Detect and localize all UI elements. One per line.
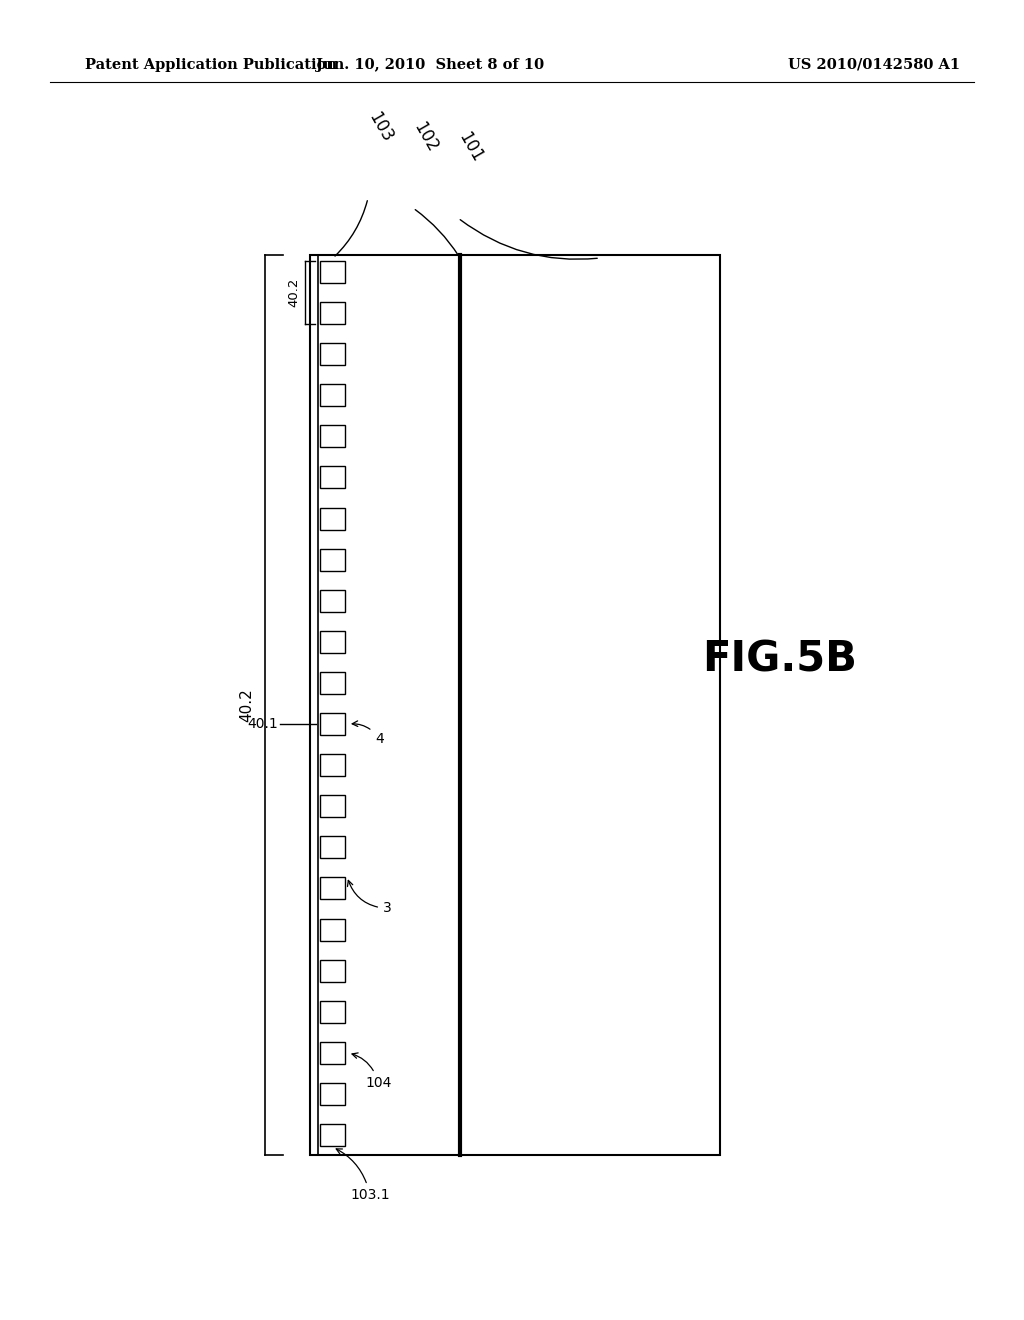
Bar [319, 1125, 345, 1146]
Text: 3: 3 [347, 880, 392, 916]
Bar [319, 631, 345, 653]
Bar [319, 302, 345, 325]
Bar [310, 255, 720, 1155]
Bar [319, 713, 345, 735]
Bar [319, 672, 345, 694]
Text: Jun. 10, 2010  Sheet 8 of 10: Jun. 10, 2010 Sheet 8 of 10 [316, 58, 544, 73]
Bar [319, 837, 345, 858]
Bar [319, 425, 345, 447]
Bar [319, 878, 345, 899]
Bar [319, 1041, 345, 1064]
Bar [319, 261, 345, 282]
Text: 4: 4 [352, 721, 384, 746]
Bar [319, 919, 345, 941]
Text: 40.2: 40.2 [240, 688, 255, 722]
Text: 103.1: 103.1 [336, 1148, 389, 1203]
Text: 104: 104 [352, 1053, 391, 1090]
Bar [319, 384, 345, 407]
Bar [319, 754, 345, 776]
Bar [319, 795, 345, 817]
Bar [319, 1001, 345, 1023]
Bar [319, 1082, 345, 1105]
Text: 103: 103 [365, 108, 395, 145]
Bar [319, 466, 345, 488]
Text: US 2010/0142580 A1: US 2010/0142580 A1 [787, 58, 961, 73]
Text: Patent Application Publication: Patent Application Publication [85, 58, 337, 73]
Text: 101: 101 [455, 128, 485, 165]
Bar [319, 343, 345, 366]
Bar [319, 549, 345, 570]
Text: 40.1: 40.1 [247, 717, 278, 731]
Bar [319, 508, 345, 529]
Text: 40.2: 40.2 [287, 279, 300, 308]
Text: 102: 102 [410, 119, 440, 154]
Text: FIG.5B: FIG.5B [702, 639, 857, 681]
Bar [319, 590, 345, 611]
Bar [319, 960, 345, 982]
